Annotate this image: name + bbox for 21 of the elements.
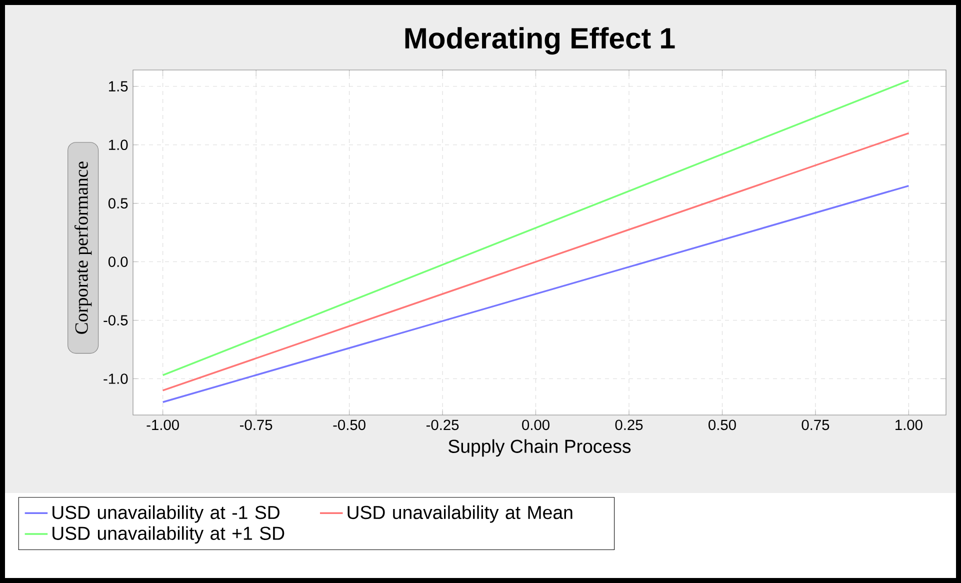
x-tick-label: 0.50: [708, 420, 736, 430]
x-tick-label: -0.75: [240, 420, 272, 430]
x-tick-label: -0.25: [426, 420, 459, 430]
y-tick-label: -1.0: [104, 374, 128, 384]
legend-label: USD unavailability at -1 SD: [52, 505, 280, 523]
x-tick-label: 0.00: [522, 420, 550, 430]
legend-label: USD unavailability at +1 SD: [52, 526, 284, 544]
x-tick-label: -0.50: [333, 420, 366, 430]
legend-label: USD unavailability at Mean: [348, 505, 572, 523]
y-tick-label: 0.0: [108, 256, 128, 267]
x-tick-label: 0.25: [615, 420, 643, 430]
y-tick-label: 1.0: [109, 140, 128, 150]
chart-title: Moderating Effect 1: [405, 27, 675, 55]
x-tick-label: 0.75: [802, 420, 830, 430]
y-tick-label: 0.5: [108, 198, 128, 209]
y-tick-label: 1.5: [109, 81, 128, 92]
x-tick-label: -1.00: [146, 420, 179, 430]
y-axis-title: Corporate performance: [74, 162, 92, 334]
x-tick-label: 1.00: [896, 420, 922, 430]
x-axis-title: Supply Chain Process: [448, 439, 631, 457]
y-tick-label: -0.5: [104, 315, 128, 326]
